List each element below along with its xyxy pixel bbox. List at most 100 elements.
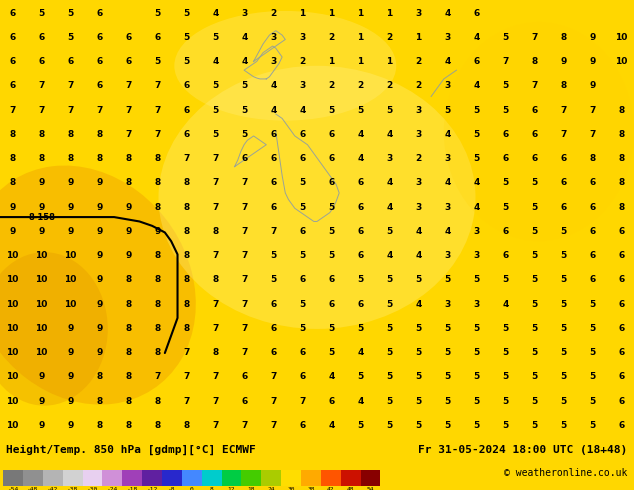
Text: 3: 3	[473, 227, 479, 236]
Text: 4: 4	[444, 178, 451, 187]
Text: 8: 8	[96, 396, 103, 406]
Text: 2: 2	[386, 81, 392, 90]
Text: 9: 9	[39, 421, 45, 430]
Text: 5: 5	[589, 300, 595, 309]
Ellipse shape	[444, 22, 634, 241]
Bar	[321, 470, 340, 486]
Text: -18: -18	[127, 487, 138, 490]
Text: 6: 6	[358, 300, 364, 309]
Text: 5: 5	[212, 106, 219, 115]
Text: 6: 6	[183, 106, 190, 115]
Text: 5: 5	[242, 81, 248, 90]
Text: 5: 5	[531, 227, 538, 236]
Text: 6: 6	[328, 275, 335, 284]
Text: 7: 7	[212, 396, 219, 406]
Text: 7: 7	[242, 227, 248, 236]
Text: 1: 1	[386, 9, 392, 18]
Text: 3: 3	[473, 300, 479, 309]
Text: 6: 6	[39, 57, 45, 66]
Text: 10: 10	[6, 421, 19, 430]
Text: 5: 5	[560, 372, 567, 381]
Text: 9: 9	[39, 203, 45, 212]
Bar	[301, 470, 321, 486]
Text: 1: 1	[299, 9, 306, 18]
Text: 5: 5	[531, 178, 538, 187]
Text: 5: 5	[328, 348, 335, 357]
Text: 6: 6	[299, 421, 306, 430]
Text: 7: 7	[126, 106, 132, 115]
Bar	[182, 470, 202, 486]
Text: -24: -24	[107, 487, 118, 490]
Text: 9: 9	[67, 178, 74, 187]
Text: 5: 5	[299, 178, 306, 187]
Text: 0: 0	[190, 487, 193, 490]
Text: 6: 6	[328, 154, 335, 163]
Text: 4: 4	[473, 203, 479, 212]
Text: 9: 9	[96, 275, 103, 284]
Text: 5: 5	[502, 203, 508, 212]
Text: -54: -54	[8, 487, 19, 490]
Text: 5: 5	[473, 324, 479, 333]
Text: 7: 7	[242, 275, 248, 284]
Text: 4: 4	[415, 300, 422, 309]
Text: 5: 5	[444, 348, 451, 357]
Text: 5: 5	[560, 421, 567, 430]
Text: 5: 5	[242, 130, 248, 139]
Text: 2: 2	[386, 33, 392, 42]
Text: 6: 6	[618, 275, 624, 284]
Text: 4: 4	[299, 106, 306, 115]
Text: 4: 4	[473, 178, 479, 187]
Text: 5: 5	[183, 57, 190, 66]
Text: 8: 8	[10, 130, 16, 139]
Text: 5: 5	[270, 251, 276, 260]
Text: 7: 7	[270, 227, 276, 236]
Text: 6: 6	[618, 372, 624, 381]
Text: 6: 6	[618, 227, 624, 236]
Text: 5: 5	[502, 396, 508, 406]
Text: 7: 7	[155, 372, 161, 381]
Text: 7: 7	[531, 33, 538, 42]
Text: 5: 5	[560, 275, 567, 284]
Text: 8: 8	[618, 154, 624, 163]
Text: 8: 8	[183, 421, 190, 430]
Text: 9: 9	[10, 227, 16, 236]
Text: 8: 8	[126, 396, 132, 406]
Text: 5: 5	[560, 348, 567, 357]
Text: 8: 8	[126, 154, 132, 163]
Text: 7: 7	[212, 154, 219, 163]
Text: 10: 10	[6, 275, 19, 284]
Text: 4: 4	[386, 130, 392, 139]
Text: 6: 6	[618, 324, 624, 333]
Text: 10: 10	[6, 300, 19, 309]
Text: 6: 6	[270, 324, 276, 333]
Bar	[281, 470, 301, 486]
Text: 5: 5	[560, 324, 567, 333]
Text: 1: 1	[386, 57, 392, 66]
Bar	[82, 470, 103, 486]
Text: 10: 10	[36, 275, 48, 284]
Text: 5: 5	[299, 203, 306, 212]
Text: 5: 5	[502, 81, 508, 90]
Text: 6: 6	[502, 130, 508, 139]
Text: 8: 8	[126, 324, 132, 333]
Text: 7: 7	[242, 348, 248, 357]
Text: 5: 5	[328, 324, 335, 333]
Text: 8: 8	[96, 154, 103, 163]
Bar	[361, 470, 380, 486]
Text: 5: 5	[531, 396, 538, 406]
Text: 10: 10	[65, 275, 77, 284]
Text: 7: 7	[96, 106, 103, 115]
Text: 7: 7	[155, 81, 161, 90]
Text: 5: 5	[444, 396, 451, 406]
Text: 8: 8	[618, 106, 624, 115]
Text: 9: 9	[67, 372, 74, 381]
Text: 7: 7	[183, 372, 190, 381]
Text: 7: 7	[212, 251, 219, 260]
Text: 5: 5	[502, 324, 508, 333]
Text: 2: 2	[328, 33, 335, 42]
Text: 6: 6	[183, 81, 190, 90]
Text: Fr 31-05-2024 18:00 UTC (18+48): Fr 31-05-2024 18:00 UTC (18+48)	[418, 445, 628, 455]
Text: 7: 7	[242, 324, 248, 333]
Text: 5: 5	[67, 9, 74, 18]
Text: 6: 6	[358, 203, 364, 212]
